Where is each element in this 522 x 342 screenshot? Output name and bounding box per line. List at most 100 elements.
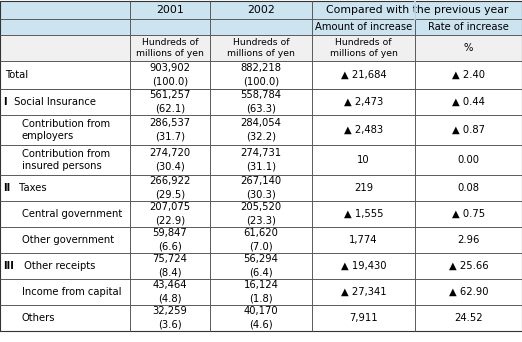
Text: 561,257
(62.1): 561,257 (62.1) bbox=[149, 90, 191, 114]
Bar bbox=[210, 35, 312, 61]
Text: Social Insurance: Social Insurance bbox=[11, 97, 96, 107]
Text: Hundreds of
millions of yen: Hundreds of millions of yen bbox=[136, 38, 204, 58]
Bar bbox=[210, 1, 312, 19]
Bar bbox=[312, 19, 415, 35]
Text: ▲ 25.66: ▲ 25.66 bbox=[449, 261, 488, 271]
Bar bbox=[0, 35, 130, 61]
Bar bbox=[0, 1, 130, 19]
Bar bbox=[130, 175, 210, 201]
Bar bbox=[130, 61, 210, 89]
Text: 903,902
(100.0): 903,902 (100.0) bbox=[149, 63, 191, 87]
Text: 61,620
(7.0): 61,620 (7.0) bbox=[244, 228, 278, 252]
Bar bbox=[312, 201, 415, 227]
Bar bbox=[0, 115, 130, 145]
Text: 7,911: 7,911 bbox=[349, 313, 378, 323]
Bar bbox=[210, 201, 312, 227]
Bar bbox=[130, 19, 210, 35]
Bar bbox=[130, 279, 210, 305]
Bar bbox=[130, 1, 210, 19]
Bar bbox=[415, 61, 522, 89]
Text: 2001: 2001 bbox=[156, 5, 184, 15]
Bar bbox=[312, 175, 415, 201]
Bar bbox=[0, 89, 130, 115]
Text: Taxes: Taxes bbox=[16, 183, 46, 193]
Bar bbox=[130, 253, 210, 279]
Bar bbox=[415, 253, 522, 279]
Bar bbox=[130, 35, 210, 61]
Text: 207,075
(22.9): 207,075 (22.9) bbox=[149, 202, 191, 226]
Bar bbox=[415, 145, 522, 175]
Text: II: II bbox=[3, 183, 10, 193]
Text: 32,259
(3.6): 32,259 (3.6) bbox=[152, 306, 187, 330]
Bar bbox=[415, 35, 522, 61]
Bar bbox=[210, 145, 312, 175]
Bar bbox=[312, 89, 415, 115]
Text: Amount of increase: Amount of increase bbox=[315, 22, 412, 32]
Text: ▲ 0.87: ▲ 0.87 bbox=[452, 125, 485, 135]
Text: Total: Total bbox=[5, 70, 28, 80]
Text: 75,724
(8.4): 75,724 (8.4) bbox=[152, 254, 187, 278]
Bar bbox=[415, 305, 522, 331]
Bar bbox=[0, 201, 130, 227]
Text: Hundreds of
millions of yen: Hundreds of millions of yen bbox=[227, 38, 295, 58]
Text: %: % bbox=[464, 43, 473, 53]
Text: Hundreds of
millions of yen: Hundreds of millions of yen bbox=[329, 38, 397, 58]
Text: 219: 219 bbox=[354, 183, 373, 193]
Text: 0.08: 0.08 bbox=[457, 183, 480, 193]
Text: Central government: Central government bbox=[22, 209, 122, 219]
Bar bbox=[0, 175, 130, 201]
Text: 56,294
(6.4): 56,294 (6.4) bbox=[244, 254, 278, 278]
Bar bbox=[130, 305, 210, 331]
Bar bbox=[210, 175, 312, 201]
Text: Other government: Other government bbox=[22, 235, 114, 245]
Text: Contribution from
insured persons: Contribution from insured persons bbox=[22, 149, 110, 171]
Bar bbox=[0, 253, 130, 279]
Text: ▲ 27,341: ▲ 27,341 bbox=[341, 287, 386, 297]
Text: 558,784
(63.3): 558,784 (63.3) bbox=[241, 90, 281, 114]
Text: 267,140
(30.3): 267,140 (30.3) bbox=[241, 176, 281, 200]
Bar bbox=[210, 115, 312, 145]
Bar bbox=[415, 175, 522, 201]
Bar bbox=[415, 89, 522, 115]
Text: 43,464
(4.8): 43,464 (4.8) bbox=[153, 280, 187, 304]
Bar bbox=[210, 305, 312, 331]
Bar bbox=[210, 89, 312, 115]
Bar bbox=[0, 305, 130, 331]
Bar bbox=[130, 145, 210, 175]
Text: Compared with the previous year: Compared with the previous year bbox=[326, 5, 508, 15]
Text: Other receipts: Other receipts bbox=[21, 261, 96, 271]
Bar bbox=[312, 253, 415, 279]
Text: ▲ 21,684: ▲ 21,684 bbox=[341, 70, 386, 80]
Bar bbox=[210, 279, 312, 305]
Text: 2002: 2002 bbox=[247, 5, 275, 15]
Bar bbox=[0, 19, 130, 35]
Bar bbox=[312, 61, 415, 89]
Bar bbox=[312, 279, 415, 305]
Bar bbox=[415, 279, 522, 305]
Text: 40,170
(4.6): 40,170 (4.6) bbox=[244, 306, 278, 330]
Text: 205,520
(23.3): 205,520 (23.3) bbox=[241, 202, 281, 226]
Bar bbox=[312, 35, 415, 61]
Bar bbox=[415, 115, 522, 145]
Text: 1,774: 1,774 bbox=[349, 235, 378, 245]
Text: 284,054
(32.2): 284,054 (32.2) bbox=[241, 118, 281, 142]
Text: ▲ 0.44: ▲ 0.44 bbox=[452, 97, 485, 107]
Bar bbox=[0, 61, 130, 89]
Bar bbox=[130, 227, 210, 253]
Text: 286,537
(31.7): 286,537 (31.7) bbox=[149, 118, 191, 142]
Bar bbox=[210, 253, 312, 279]
Bar bbox=[415, 227, 522, 253]
Bar bbox=[130, 115, 210, 145]
Text: ▲ 2,473: ▲ 2,473 bbox=[344, 97, 383, 107]
Text: Others: Others bbox=[22, 313, 55, 323]
Bar bbox=[312, 115, 415, 145]
Bar bbox=[312, 145, 415, 175]
Text: 0.00: 0.00 bbox=[457, 155, 480, 165]
Text: 10: 10 bbox=[357, 155, 370, 165]
Bar bbox=[130, 89, 210, 115]
Text: I: I bbox=[3, 97, 7, 107]
Bar bbox=[210, 61, 312, 89]
Text: ▲ 62.90: ▲ 62.90 bbox=[449, 287, 488, 297]
Text: ▲ 19,430: ▲ 19,430 bbox=[341, 261, 386, 271]
Text: ▲ 1,555: ▲ 1,555 bbox=[344, 209, 383, 219]
